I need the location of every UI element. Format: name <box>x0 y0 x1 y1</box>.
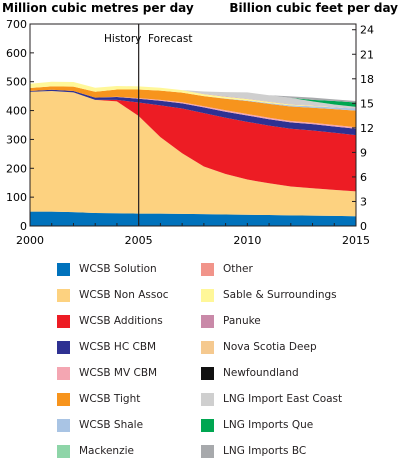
legend-label: Sable & Surroundings <box>223 289 337 301</box>
legend-swatch <box>201 366 214 380</box>
stacked-areas <box>30 81 356 226</box>
legend-swatch <box>201 262 214 276</box>
axis-ticks: 0 100 200 300 400 500 600 700 0 3 6 9 12 15 18 21 24 2000… <box>6 18 374 247</box>
legend-item-newfoundland: Newfoundland <box>201 366 299 380</box>
legend-swatch <box>57 366 70 380</box>
legend-swatch <box>57 262 70 276</box>
legend-label: Panuke <box>223 315 261 327</box>
legend-label: WCSB HC CBM <box>79 341 157 353</box>
left-tick-label: 300 <box>6 133 27 146</box>
legend-item-other: Other <box>201 262 253 276</box>
legend-item-wcsb-mv-cbm: WCSB MV CBM <box>57 366 157 380</box>
legend-item-mackenzie: Mackenzie <box>57 444 134 458</box>
legend-item-panuke: Panuke <box>201 314 261 328</box>
series-area-wcsb-tight <box>30 86 356 128</box>
legend-swatch <box>201 340 214 354</box>
legend-item-wcsb-non-assoc: WCSB Non Assoc <box>57 288 169 302</box>
divider-lines <box>29 23 357 227</box>
legend-item-lng-imports-que: LNG Imports Que <box>201 418 313 432</box>
legend-label: LNG Imports BC <box>223 445 307 457</box>
legend-swatch <box>57 340 70 354</box>
legend: WCSB Solution WCSB Non Assoc WCSB Addition… <box>0 258 400 469</box>
legend-swatch <box>57 418 70 432</box>
left-axis-title: Million cubic metres per day <box>2 1 194 15</box>
legend-swatch <box>201 444 214 458</box>
series-area-wcsb-solution <box>30 211 356 226</box>
legend-label: LNG Imports Que <box>223 419 314 431</box>
history-annotation: History <box>104 33 141 45</box>
legend-label: WCSB Shale <box>79 419 144 431</box>
legend-swatch <box>201 392 214 406</box>
left-tick-label: 400 <box>6 105 27 118</box>
legend-item-wcsb-hc-cbm: WCSB HC CBM <box>57 340 156 354</box>
right-tick-label: 12 <box>360 122 374 135</box>
legend-swatch <box>201 314 214 328</box>
series-area-wcsb-non-assoc <box>30 90 356 217</box>
legend-label: Nova Scotia Deep <box>223 341 317 353</box>
forecast-annotation: Forecast <box>148 33 192 45</box>
series-area-wcsb-mv-cbm <box>30 89 356 129</box>
legend-item-sable-surroundings: Sable & Surroundings <box>201 288 337 302</box>
legend-label: WCSB Non Assoc <box>79 289 169 301</box>
x-tick-label: 2005 <box>125 234 153 247</box>
legend-item-wcsb-tight: WCSB Tight <box>57 392 140 406</box>
legend-label: WCSB Solution <box>79 263 157 275</box>
legend-swatch <box>57 288 70 302</box>
right-tick-label: 15 <box>360 97 374 110</box>
legend-item-wcsb-shale: WCSB Shale <box>57 418 143 432</box>
right-tick-label: 0 <box>360 220 367 233</box>
x-tick-label: 2015 <box>342 234 370 247</box>
x-tick-label: 2000 <box>16 234 44 247</box>
series-area-lng-import-east-coast <box>30 81 356 109</box>
left-tick-label: 100 <box>6 191 27 204</box>
series-area-wcsb-shale <box>30 86 356 111</box>
right-tick-label: 9 <box>360 146 367 159</box>
series-area-sable-surroundings <box>30 81 356 109</box>
legend-swatch <box>57 392 70 406</box>
legend-item-nova-scotia-deep: Nova Scotia Deep <box>201 340 317 354</box>
left-tick-label: 700 <box>6 18 27 31</box>
right-tick-label: 21 <box>360 48 374 61</box>
legend-label: Mackenzie <box>79 445 134 457</box>
plot-frame <box>29 23 357 227</box>
left-tick-label: 600 <box>6 47 27 60</box>
legend-label: LNG Import East Coast <box>223 393 343 405</box>
legend-label: Other <box>223 263 253 275</box>
legend-item-wcsb-solution: WCSB Solution <box>57 262 157 276</box>
right-tick-label: 3 <box>360 195 367 208</box>
legend-label: WCSB Tight <box>79 393 141 405</box>
legend-swatch <box>57 314 70 328</box>
legend-item-lng-imports-bc: LNG Imports BC <box>201 444 306 458</box>
x-tick-label: 2010 <box>233 234 261 247</box>
left-tick-label: 0 <box>20 220 27 233</box>
series-area-wcsb-additions <box>30 90 356 192</box>
series-area-wcsb-hc-cbm <box>30 89 356 136</box>
series-area-lng-imports-bc <box>30 81 356 103</box>
legend-label: WCSB MV CBM <box>79 367 158 379</box>
chart: Million cubic metres per day Billion cub… <box>2 1 398 247</box>
right-tick-label: 24 <box>360 24 374 37</box>
left-tick-label: 200 <box>6 162 27 175</box>
left-tick-label: 500 <box>6 76 27 89</box>
legend-item-wcsb-additions: WCSB Additions <box>57 314 163 328</box>
legend-swatch <box>201 418 214 432</box>
right-tick-label: 6 <box>360 171 367 184</box>
legend-label: WCSB Additions <box>79 315 163 327</box>
legend-item-lng-import-east-coast: LNG Import East Coast <box>201 392 342 406</box>
right-axis-title: Billion cubic feet per day <box>229 1 398 15</box>
legend-swatch <box>201 288 214 302</box>
legend-swatch <box>57 444 70 458</box>
legend-label: Newfoundland <box>223 367 299 379</box>
right-tick-label: 18 <box>360 73 374 86</box>
